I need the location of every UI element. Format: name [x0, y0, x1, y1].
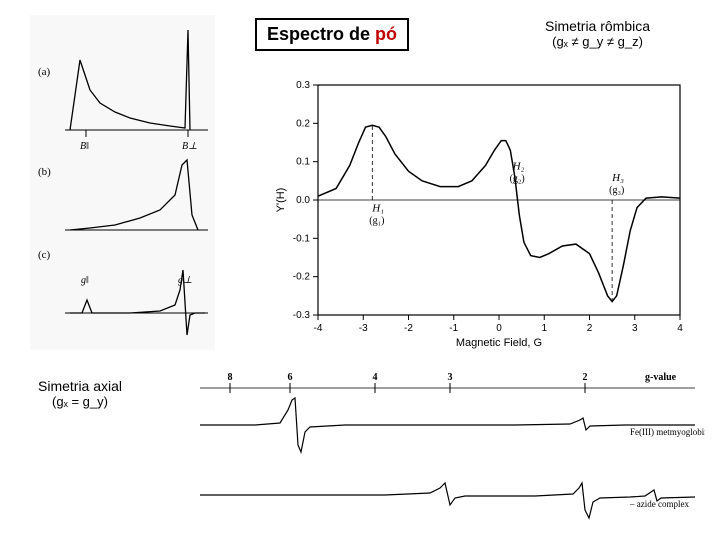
rhombic-line2: (gₓ ≠ g_y ≠ g_z): [545, 34, 650, 49]
svg-text:H₃: H₃: [611, 172, 624, 184]
svg-text:0.0: 0.0: [296, 195, 310, 206]
page-title: Espectro de pó: [255, 18, 409, 51]
rhombic-spectrum-chart: -4 -3 -2 -1 0 1 2 3 4 -0.3 -0.2 -0.1 0.0 0.1 0.2 0.3 Mag…: [270, 75, 690, 350]
svg-text:Y'(H): Y'(H): [275, 188, 287, 213]
svg-text:4: 4: [373, 372, 378, 383]
svg-text:g⊥: g⊥: [178, 275, 192, 286]
axial-line1: Simetria axial: [38, 378, 122, 394]
axial-subtitle: Simetria axial (gₓ = g_y): [38, 378, 122, 409]
svg-text:g-value: g-value: [645, 372, 677, 383]
svg-text:-0.3: -0.3: [293, 310, 311, 321]
svg-text:1: 1: [541, 323, 547, 334]
svg-text:H₁: H₁: [371, 203, 384, 215]
svg-text:Magnetic Field, G: Magnetic Field, G: [456, 337, 542, 349]
svg-text:-3: -3: [359, 323, 368, 334]
svg-text:(b): (b): [38, 166, 51, 178]
myoglobin-spectrum-chart: 8 6 4 3 2 g-value Fe(III) metmyoglobin – azide …: [185, 370, 705, 530]
svg-text:6: 6: [288, 372, 293, 383]
title-emph: pó: [375, 24, 397, 44]
svg-text:0.1: 0.1: [296, 157, 310, 168]
rhombic-line1: Simetria rômbica: [545, 18, 650, 34]
svg-text:0.2: 0.2: [296, 118, 310, 129]
svg-text:– azide complex: – azide complex: [629, 499, 689, 509]
svg-text:2: 2: [583, 372, 588, 383]
svg-text:-4: -4: [314, 323, 323, 334]
svg-text:-0.1: -0.1: [293, 233, 311, 244]
svg-text:2: 2: [587, 323, 593, 334]
svg-text:(a): (a): [38, 66, 51, 78]
rhombic-subtitle: Simetria rômbica (gₓ ≠ g_y ≠ g_z): [545, 18, 650, 49]
svg-text:0: 0: [496, 323, 502, 334]
svg-text:8: 8: [228, 372, 233, 383]
title-pre: Espectro de: [267, 24, 375, 44]
svg-text:(g₂): (g₂): [510, 173, 525, 184]
svg-text:H₂: H₂: [512, 160, 525, 172]
svg-text:3: 3: [632, 323, 638, 334]
svg-text:(g₃): (g₃): [609, 185, 624, 196]
axial-panels-figure: (a) (b) (c) B‖ B⊥ g‖ g⊥: [30, 15, 215, 350]
svg-text:-0.2: -0.2: [293, 272, 311, 283]
svg-text:-1: -1: [449, 323, 458, 334]
axial-line2: (gₓ = g_y): [38, 394, 122, 409]
svg-text:(g₁): (g₁): [369, 216, 384, 227]
svg-text:B⊥: B⊥: [182, 141, 198, 152]
svg-text:3: 3: [448, 372, 453, 383]
svg-text:g‖: g‖: [81, 275, 89, 286]
svg-text:Fe(III) metmyoglobin: Fe(III) metmyoglobin: [630, 427, 705, 437]
svg-text:B‖: B‖: [80, 141, 89, 152]
svg-text:-2: -2: [404, 323, 413, 334]
svg-text:4: 4: [677, 323, 683, 334]
svg-text:(c): (c): [38, 249, 51, 261]
svg-text:0.3: 0.3: [296, 80, 310, 91]
